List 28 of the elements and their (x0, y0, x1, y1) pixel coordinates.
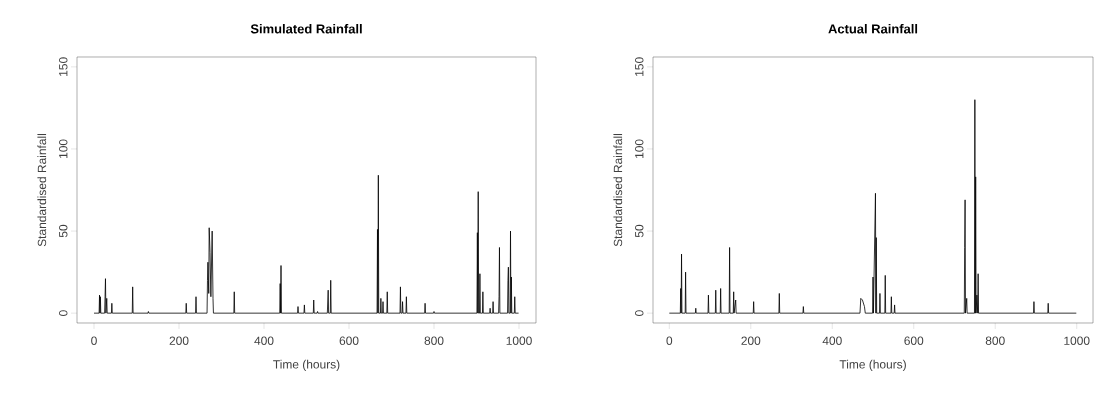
x-tick-label: 400 (254, 336, 274, 345)
x-tick-label: 200 (741, 336, 761, 345)
y-tick-label: 0 (635, 310, 644, 316)
x-tick-label: 1000 (1064, 336, 1090, 345)
y-tick-label: 100 (59, 139, 68, 159)
x-tick-label: 600 (339, 336, 359, 345)
y-tick-label: 100 (635, 139, 644, 159)
y-tick-label: 50 (59, 224, 68, 238)
chart-title: Actual Rainfall (828, 23, 918, 34)
y-tick-label: 50 (635, 224, 644, 238)
y-tick-label: 150 (59, 57, 68, 76)
chart-title: Simulated Rainfall (250, 23, 362, 34)
x-tick-label: 800 (985, 336, 1005, 345)
y-tick-label: 150 (635, 57, 644, 76)
x-tick-label: 200 (169, 336, 189, 345)
x-tick-label: 400 (822, 336, 842, 345)
line-series (93, 174, 519, 314)
x-axis-title: Time (hours) (273, 359, 340, 371)
x-tick-label: 800 (424, 336, 444, 345)
y-tick-label: 0 (59, 310, 68, 316)
x-axis-title: Time (hours) (839, 359, 906, 371)
x-tick-label: 0 (666, 336, 673, 345)
x-tick-label: 600 (904, 336, 924, 345)
x-tick-label: 0 (91, 336, 97, 345)
line-series (668, 99, 1077, 314)
x-tick-label: 1000 (506, 336, 532, 345)
y-axis-title: Standardised Rainfall (37, 134, 47, 247)
y-axis-title: Standardised Rainfall (613, 134, 623, 247)
